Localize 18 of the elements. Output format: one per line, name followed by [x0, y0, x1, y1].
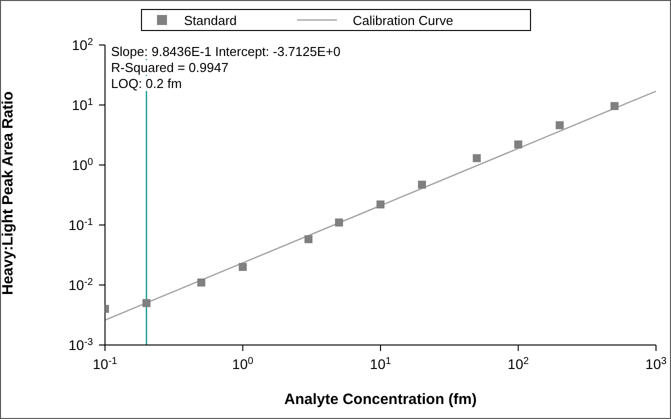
x-axis-title: Analyte Concentration (fm): [284, 391, 477, 408]
annotation: Slope: 9.8436E-1 Intercept: -3.7125E+0: [111, 44, 340, 59]
y-tick-label: 10$^{2}$: [72, 36, 94, 53]
x-tick-label: 10$^{0}$: [232, 356, 254, 372]
legend-label: Standard: [184, 12, 237, 28]
y-tick-label: 10$^{-2}$: [68, 276, 94, 293]
y-tick-label: 10$^{0}$: [72, 156, 94, 173]
legend-label: Calibration Curve: [352, 12, 454, 28]
annotation: LOQ: 0.2 fm: [111, 76, 182, 91]
x-tick-label: 10$^{1}$: [370, 356, 392, 372]
annotation: R-Squared = 0.9947: [111, 60, 228, 75]
y-tick-label: 10$^{-3}$: [68, 336, 94, 353]
x-tick-label: 10$^{2}$: [508, 356, 530, 372]
y-tick-label: 10$^{1}$: [72, 96, 94, 113]
y-axis-title: Heavy:Light Peak Area Ratio: [0, 91, 16, 295]
y-tick-label: 10$^{-1}$: [68, 216, 94, 233]
x-tick-label: 10$^{3}$: [645, 356, 668, 372]
x-tick-label: 10$^{-1}$: [92, 356, 118, 372]
